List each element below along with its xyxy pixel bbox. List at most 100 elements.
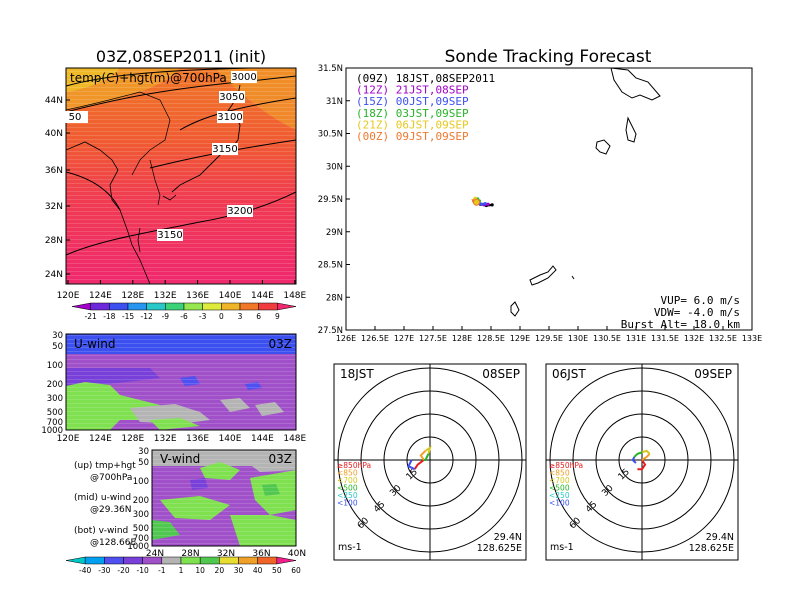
wind-colorbar-swatch: [161, 556, 182, 565]
contour-label: 3050: [219, 91, 245, 103]
track-x-tick-label: 126.5E: [361, 334, 389, 343]
temperature-colorbar: -21 -18 -15 -12 -9 -6 -3 0 3 6 9: [71, 302, 297, 321]
hodograph-lat: 29.4N: [706, 532, 734, 543]
temp-colorbar-label: 6: [256, 312, 261, 321]
track-y-tick-label: 30.5N: [318, 130, 343, 140]
wind-colorbar-label: 1: [179, 566, 184, 575]
contour-label-bg: [62, 111, 88, 123]
track-point: [480, 202, 484, 206]
hodograph-level-label: <100: [337, 499, 358, 508]
map-lat-label: 40N: [45, 129, 63, 139]
hodograph-level-label: ≥850hPa: [549, 461, 583, 470]
wind-colorbar-swatch: [199, 556, 220, 565]
hodograph-trace: [419, 450, 427, 461]
hodograph-level-label: <850: [549, 469, 570, 478]
hodograph-trace: [413, 459, 425, 470]
contour-label-bg: [157, 229, 183, 241]
track-x-tick-label: 132E: [684, 334, 704, 343]
track-x-tick-label: 130E: [568, 334, 588, 343]
track-y-tick-label: 30N: [326, 162, 343, 172]
u-wind-pressure-label: 50: [52, 342, 63, 352]
track-y-tick-label: 31.5N: [318, 64, 343, 74]
wind-colorbar-label: -1: [158, 566, 166, 575]
contour-label-bg: [212, 143, 238, 155]
wind-colorbar-label: -30: [98, 566, 110, 575]
map-lon-labels: 120E 124E 128E 132E 136E 140E 144E 148E: [57, 280, 307, 301]
right-title: Sonde Tracking Forecast: [445, 47, 652, 67]
v-wind-pressure-label: 50: [138, 458, 149, 468]
map-lon-label: 132E: [154, 291, 177, 301]
hodograph-unit: ms-1: [550, 542, 574, 553]
contour-label: 3200: [227, 205, 253, 217]
track-y-tick-label: 31N: [326, 97, 343, 107]
note-line1: (mid) u-wind: [74, 493, 131, 503]
wind-colorbar: -40 -30 -20 -10 -1 1 10 20 30 40 50 60: [65, 556, 301, 575]
hodograph-level-label: <100: [549, 499, 570, 508]
wind-colorbar-swatch: [65, 556, 86, 565]
contour-label: 3150: [212, 143, 238, 155]
hodograph-left: 18JST 08SEP29.4N128.625Ems-115304560≥850h…: [333, 363, 527, 561]
contour-label: 3000: [231, 71, 257, 83]
track-point: [483, 201, 487, 206]
map-lon-label: 136E: [186, 291, 209, 301]
contour-label-bg: [217, 111, 243, 123]
track-y-tick-label: 29.5N: [318, 195, 343, 205]
temp-colorbar-label: -12: [141, 312, 153, 321]
hodograph-level-label: <850: [337, 469, 358, 478]
map-lon-label: 124E: [89, 291, 112, 301]
u-wind-lon-labels: 120E 124E 128E 132E 136E 140E 144E 148E: [57, 434, 307, 444]
wind-colorbar-swatch: [104, 556, 124, 565]
temp-colorbar-label: -21: [85, 312, 97, 321]
temp-colorbar-label: -9: [162, 312, 170, 321]
wind-colorbar-label: 10: [195, 566, 205, 575]
map-lon-label: 140E: [219, 291, 242, 301]
u-wind-lon-label: 128E: [121, 434, 144, 444]
u-wind-lon-label: 136E: [186, 434, 209, 444]
map-lat-labels: 44N 40N 36N 32N 28N 24N: [45, 96, 70, 280]
hodograph-level-label: ≥850hPa: [337, 461, 371, 470]
hodograph-lat: 29.4N: [494, 532, 522, 543]
temp-colorbar-swatch: [239, 302, 259, 311]
v-wind-lat-label: 32N: [217, 549, 235, 559]
hodograph-right: 06JST 09SEP29.4N128.625Ems-115304560≥850h…: [545, 363, 739, 561]
temp-colorbar-swatch: [202, 302, 222, 311]
contour-label-text: 50: [69, 112, 82, 123]
track-x-tick-label: 126E: [336, 334, 356, 343]
temp-colorbar-label: -6: [180, 312, 188, 321]
hodograph-level-label: <700: [337, 476, 358, 485]
note-line1: (up) tmp+hgt: [74, 461, 136, 471]
temp-colorbar-label: 9: [275, 312, 280, 321]
wind-colorbar-label: 60: [291, 566, 301, 575]
hodograph-trace: [407, 459, 416, 471]
temp-colorbar-swatch: [146, 302, 166, 311]
islands: [510, 68, 661, 317]
track-legend-entry: (21Z) 06JST,09SEP: [356, 118, 469, 131]
map-lat-label: 24N: [45, 270, 63, 280]
wind-colorbar-label: -10: [137, 566, 149, 575]
u-wind-lon-label: 124E: [89, 434, 112, 444]
contour-label-text: 3150: [212, 144, 237, 155]
hodograph-date: 09SEP: [694, 367, 732, 381]
u-wind-lon-label: 144E: [251, 434, 274, 444]
v-wind-label: V-wind: [160, 452, 200, 466]
hodograph-trace: [641, 449, 651, 455]
track-x-tick-label: 128.5E: [477, 334, 505, 343]
contour-label-text: 3150: [157, 230, 182, 241]
hodograph-time: 06JST: [552, 367, 586, 381]
map-lon-label: 120E: [57, 291, 80, 301]
contour-label-text: 3050: [219, 92, 244, 103]
note-line2: @29.36N: [90, 505, 132, 515]
u-wind-lon-label: 148E: [283, 434, 306, 444]
v-wind-lat-label: 28N: [181, 549, 199, 559]
wind-colorbar-swatch: [276, 556, 297, 565]
track-point: [486, 202, 490, 206]
hodograph-trace: [631, 456, 637, 464]
u-wind-pressure-label: 700: [47, 418, 63, 428]
contour-label-text: 3000: [231, 72, 256, 83]
track-x-tick-label: 131E: [626, 334, 646, 343]
hodograph-unit: ms-1: [338, 542, 362, 553]
contour-label-bg: [227, 205, 253, 217]
track-legend-entry: (15Z) 00JST,09SEP: [356, 95, 469, 108]
